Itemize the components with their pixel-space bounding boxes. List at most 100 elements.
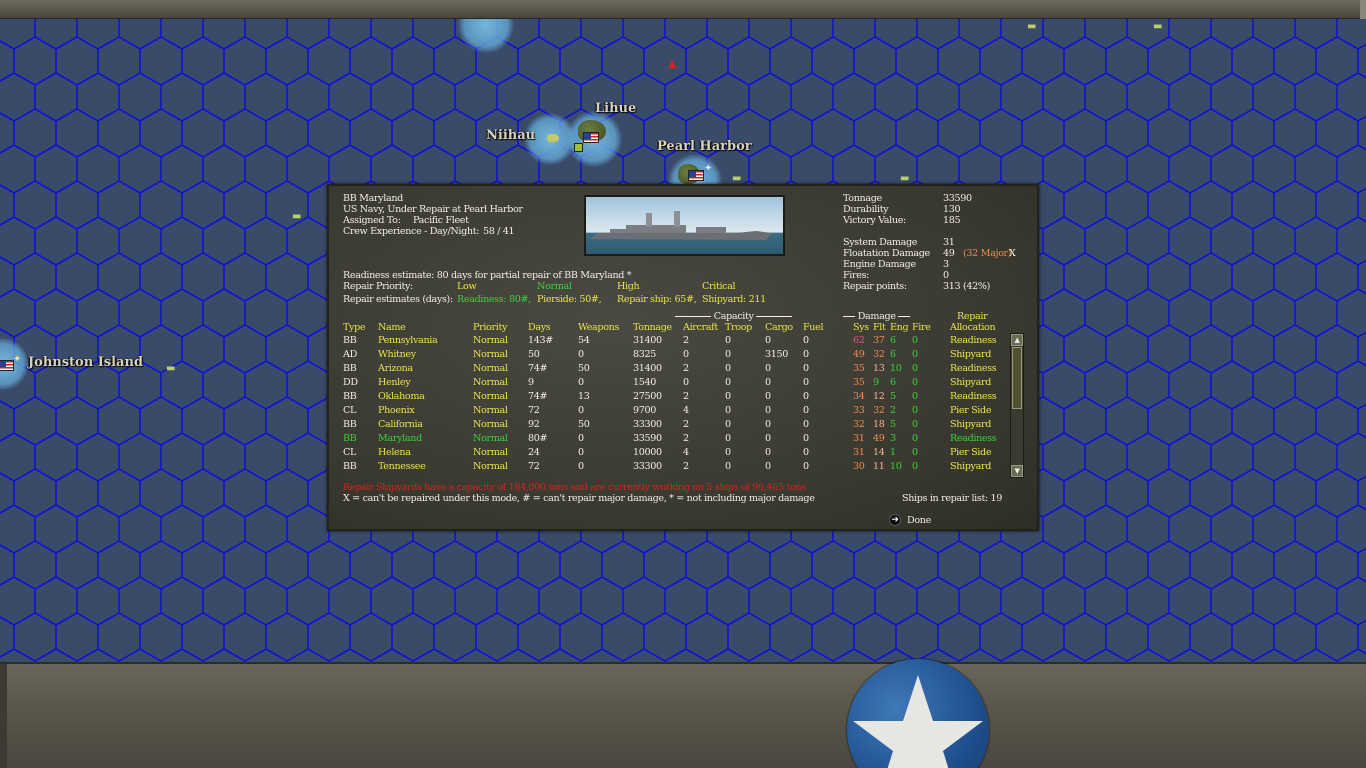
col-flt[interactable]: Flt	[873, 322, 886, 333]
table-row[interactable]: BB Tennessee Normal 72 0 33300 2 0 0 0 30 11 10 0 Ship…	[343, 460, 1020, 474]
cell-name[interactable]: California	[378, 419, 423, 430]
col-fire[interactable]: Fire	[912, 322, 931, 333]
cell-name[interactable]: Arizona	[378, 363, 413, 374]
cell-name[interactable]: Oklahoma	[378, 391, 425, 402]
cell-type: BB	[343, 363, 357, 374]
cell-troop: 0	[725, 377, 731, 388]
priority-normal[interactable]: Normal	[537, 281, 572, 292]
us-flag-icon[interactable]	[583, 132, 599, 143]
cell-allocation[interactable]: Readiness	[950, 433, 997, 444]
cell-fuel: 0	[803, 335, 809, 346]
cell-name[interactable]: Tennessee	[378, 461, 426, 472]
ship-group-icon[interactable]: ▬	[1153, 21, 1163, 32]
cell-priority[interactable]: Normal	[473, 335, 508, 346]
cell-eng: 10	[890, 461, 902, 472]
col-cargo[interactable]: Cargo	[765, 322, 793, 333]
estimate-readiness[interactable]: Readiness: 80#,	[457, 294, 531, 305]
estimate-repair-ship[interactable]: Repair ship: 65#,	[617, 294, 697, 305]
col-tonnage[interactable]: Tonnage	[633, 322, 672, 333]
col-weapons[interactable]: Weapons	[578, 322, 620, 333]
cell-priority[interactable]: Normal	[473, 377, 508, 388]
cell-sys: 62	[853, 335, 865, 346]
cell-name[interactable]: Maryland	[378, 433, 422, 444]
table-row[interactable]: BB Maryland Normal 80# 0 33590 2 0 0 0 31 49 3 0 Readi…	[343, 432, 1020, 446]
cell-priority[interactable]: Normal	[473, 461, 508, 472]
cell-priority[interactable]: Normal	[473, 419, 508, 430]
scroll-thumb[interactable]	[1012, 347, 1022, 409]
done-button[interactable]: ➜ Done	[889, 514, 931, 526]
table-row[interactable]: BB Pennsylvania Normal 143# 54 31400 2 0 0 0 62 37 6…	[343, 334, 1020, 348]
cell-priority[interactable]: Normal	[473, 433, 508, 444]
cell-priority[interactable]: Normal	[473, 405, 508, 416]
cell-troop: 0	[725, 419, 731, 430]
col-priority[interactable]: Priority	[473, 322, 508, 333]
us-star-roundel-icon[interactable]	[847, 659, 989, 768]
cell-allocation[interactable]: Readiness	[950, 363, 997, 374]
cell-eng: 2	[890, 405, 896, 416]
table-row[interactable]: BB Oklahoma Normal 74# 13 27500 2 0 0 0 34 12 5 0 Read…	[343, 390, 1020, 404]
priority-critical[interactable]: Critical	[702, 281, 736, 292]
cell-allocation[interactable]: Shipyard	[950, 377, 992, 388]
cell-name[interactable]: Phoenix	[378, 405, 415, 416]
cell-allocation[interactable]: Pier Side	[950, 405, 992, 416]
priority-low[interactable]: Low	[457, 281, 477, 292]
ship-group-icon[interactable]: ▬	[292, 211, 302, 222]
table-row[interactable]: DD Henley Normal 9 0 1540 0 0 0 0 35 9 6 0 Shipyard	[343, 376, 1020, 390]
enemy-ship-icon[interactable]: ▲	[668, 57, 677, 70]
cell-flt: 49	[873, 433, 885, 444]
table-row[interactable]: CL Helena Normal 24 0 10000 4 0 0 0 31 14 1 0 Pier Sid…	[343, 446, 1020, 460]
cell-fire: 0	[912, 349, 918, 360]
cell-priority[interactable]: Normal	[473, 391, 508, 402]
cell-allocation[interactable]: Readiness	[950, 391, 997, 402]
col-sys[interactable]: Sys	[853, 322, 869, 333]
col-allocation[interactable]: Allocation	[950, 322, 996, 333]
col-days[interactable]: Days	[528, 322, 551, 333]
table-row[interactable]: AD Whitney Normal 50 0 8325 0 0 3150 0 49 32 6 0 Shipy…	[343, 348, 1020, 362]
scroll-down-button[interactable]: ▼	[1011, 465, 1023, 477]
priority-high[interactable]: High	[617, 281, 640, 292]
cell-allocation[interactable]: Shipyard	[950, 461, 992, 472]
cell-allocation[interactable]: Pier Side	[950, 447, 992, 458]
ship-group-icon[interactable]: ▬	[900, 173, 910, 184]
cell-name[interactable]: Pennsylvania	[378, 335, 438, 346]
ship-group-icon[interactable]: ▬	[1027, 21, 1037, 32]
ship-group-icon[interactable]: ▬	[732, 173, 742, 184]
table-scrollbar[interactable]: ▲ ▼	[1010, 333, 1024, 478]
cell-weapons: 0	[578, 377, 584, 388]
col-name[interactable]: Name	[378, 322, 406, 333]
cell-priority[interactable]: Normal	[473, 363, 508, 374]
col-type[interactable]: Type	[343, 322, 366, 333]
cell-name[interactable]: Helena	[378, 447, 411, 458]
ship-group-icon[interactable]: ▬	[166, 363, 176, 374]
estimate-shipyard[interactable]: Shipyard: 211	[702, 294, 766, 305]
estimate-pierside[interactable]: Pierside: 50#,	[537, 294, 602, 305]
col-troop[interactable]: Troop	[725, 322, 752, 333]
table-row[interactable]: CL Phoenix Normal 72 0 9700 4 0 0 0 33 32 2 0 Pier Sid…	[343, 404, 1020, 418]
cell-priority[interactable]: Normal	[473, 349, 508, 360]
cell-priority[interactable]: Normal	[473, 447, 508, 458]
us-flag-icon[interactable]	[688, 170, 704, 181]
scroll-up-button[interactable]: ▲	[1011, 334, 1023, 346]
table-row[interactable]: BB Arizona Normal 74# 50 31400 2 0 0 0 35 13 10 0 Read…	[343, 362, 1020, 376]
us-flag-icon[interactable]	[0, 360, 14, 371]
cell-aircraft: 0	[683, 349, 689, 360]
cell-allocation[interactable]: Readiness	[950, 335, 997, 346]
assigned-value[interactable]: Pacific Fleet	[413, 215, 469, 226]
cell-allocation[interactable]: Shipyard	[950, 419, 992, 430]
supply-icon[interactable]	[574, 143, 583, 152]
cell-flt: 18	[873, 419, 885, 430]
col-eng[interactable]: Eng	[890, 322, 909, 333]
table-header-row: Type Name Priority Days Weapons Tonnage …	[343, 322, 1020, 334]
floatation-flag: X	[1009, 248, 1016, 259]
cell-fuel: 0	[803, 391, 809, 402]
cell-name[interactable]: Henley	[378, 377, 411, 388]
cell-fire: 0	[912, 447, 918, 458]
col-aircraft[interactable]: Aircraft	[683, 322, 718, 333]
cell-sys: 35	[853, 377, 865, 388]
table-row[interactable]: BB California Normal 92 50 33300 2 0 0 0 32 18 5 0 Shi…	[343, 418, 1020, 432]
aircraft-icon[interactable]: ✦	[704, 163, 713, 174]
aircraft-icon[interactable]: ✦	[13, 354, 22, 365]
cell-allocation[interactable]: Shipyard	[950, 349, 992, 360]
cell-name[interactable]: Whitney	[378, 349, 416, 360]
col-fuel[interactable]: Fuel	[803, 322, 824, 333]
